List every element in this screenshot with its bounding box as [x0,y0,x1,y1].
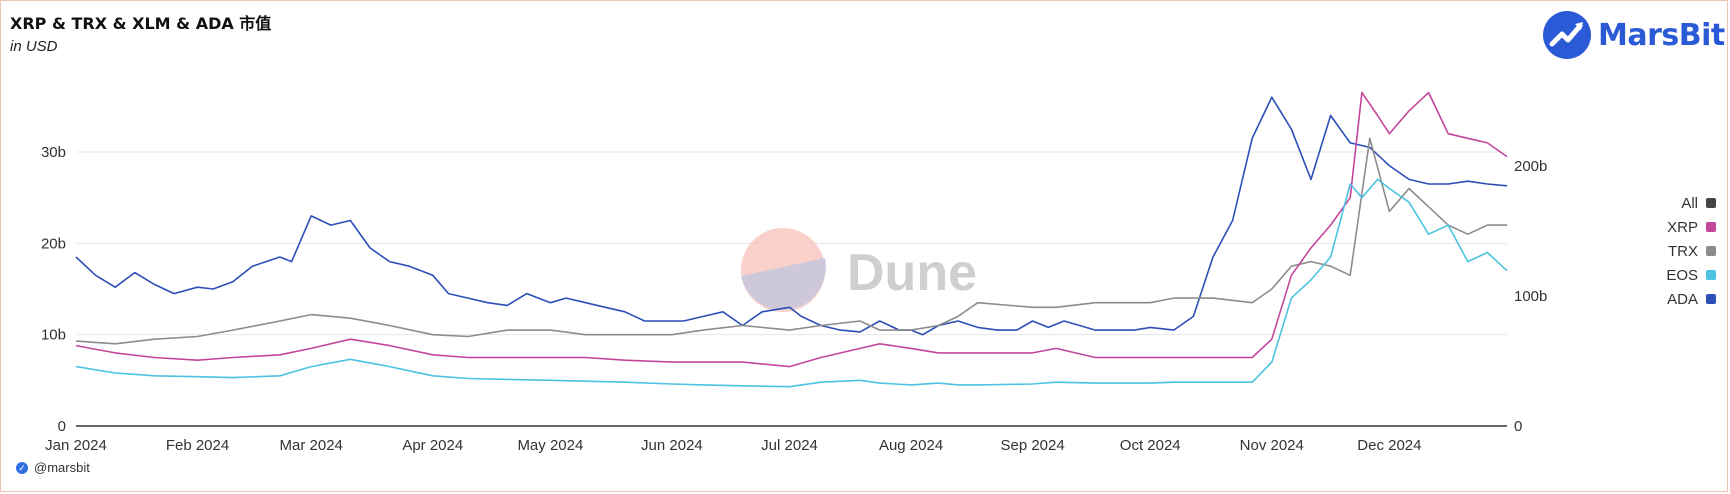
legend: All XRP TRX EOS ADA [1666,195,1716,308]
x-tick-label: Mar 2024 [280,437,343,454]
y-left-tick-label: 20b [41,235,66,252]
series-lines [75,91,1508,388]
y-left-tick-label: 10b [41,327,66,344]
legend-label-trx: TRX [1668,243,1698,260]
x-tick-label: Jul 2024 [761,437,818,454]
y-right-tick-label: 200b [1514,158,1547,175]
series-line-trx [75,137,1507,345]
series-line-xrp [75,91,1508,368]
x-tick-label: Feb 2024 [166,437,229,454]
series-line-eos [75,178,1508,388]
legend-swatch-xrp [1706,222,1716,232]
legend-swatch-ada [1706,294,1716,304]
legend-label-ada: ADA [1667,291,1698,308]
chart-title: XRP & TRX & XLM & ADA 市值 [10,14,272,33]
x-axis: Jan 2024 Feb 2024 Mar 2024 Apr 2024 May 2024… [45,437,1421,454]
x-tick-label: Nov 2024 [1240,437,1304,454]
chart-subtitle: in USD [10,38,58,55]
grid-lines [76,151,1507,427]
legend-swatch-eos [1706,270,1716,280]
y-left-tick-label: 30b [41,144,66,161]
legend-label-eos: EOS [1666,267,1698,284]
x-tick-label: Dec 2024 [1357,437,1421,454]
marsbit-rocket-icon [1543,11,1591,59]
x-tick-label: Sep 2024 [1000,437,1064,454]
y-axis-left: 0 10b 20b 30b [41,144,66,435]
y-right-tick-label: 0 [1514,418,1522,435]
series-line-ada [75,96,1508,336]
watermark-text: Dune [847,244,977,302]
dune-watermark: Dune [741,228,977,312]
y-right-tick-label: 100b [1514,288,1547,305]
legend-swatch-all [1706,198,1716,208]
x-tick-label: Oct 2024 [1120,437,1181,454]
y-left-tick-label: 0 [58,418,66,435]
verified-check-icon: ✓ [16,461,28,474]
legend-label-all: All [1681,195,1698,212]
handle-text: @marsbit [34,460,90,475]
x-tick-label: Aug 2024 [879,437,943,454]
legend-label-xrp: XRP [1667,219,1698,236]
brand-name: MarsBit [1598,17,1725,53]
x-tick-label: Jun 2024 [641,437,703,454]
legend-swatch-trx [1706,246,1716,256]
marsbit-logo: MarsBit [1542,10,1725,60]
x-tick-label: May 2024 [517,437,583,454]
footer-handle[interactable]: ✓ @marsbit [16,460,90,475]
x-tick-label: Apr 2024 [402,437,463,454]
x-tick-label: Jan 2024 [45,437,107,454]
y-axis-right: 0 100b 200b [1514,158,1547,435]
